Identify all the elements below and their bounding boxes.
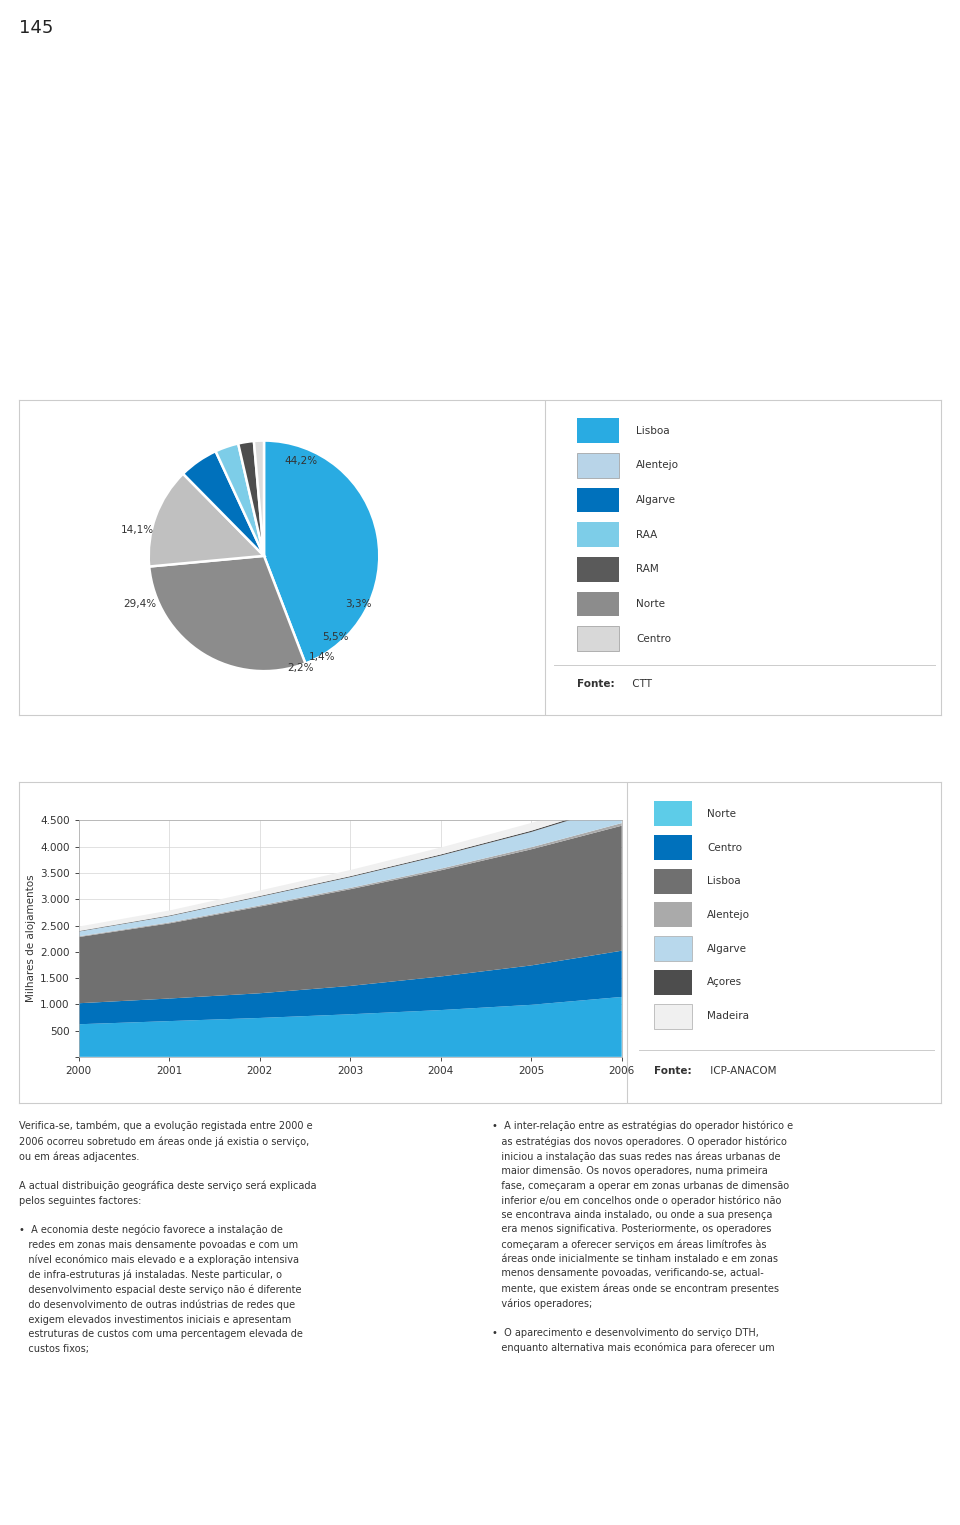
Text: Lisboa: Lisboa: [636, 425, 670, 436]
Text: 14,1%: 14,1%: [121, 526, 154, 535]
Bar: [654, 903, 692, 927]
Wedge shape: [149, 474, 264, 566]
Text: Norte: Norte: [708, 808, 736, 819]
Text: Alentejo: Alentejo: [636, 461, 680, 470]
Wedge shape: [264, 441, 379, 663]
Bar: [654, 1003, 692, 1028]
Wedge shape: [149, 555, 305, 671]
Bar: [654, 801, 692, 827]
Text: Açores: Açores: [708, 978, 742, 987]
Text: 3,3%: 3,3%: [346, 599, 372, 610]
Text: Fonte:: Fonte:: [577, 679, 614, 689]
Text: Algarve: Algarve: [636, 496, 676, 505]
Bar: [654, 970, 692, 994]
Text: •  A inter-relação entre as estratégias do operador histórico e
   as estratégia: • A inter-relação entre as estratégias d…: [492, 1121, 793, 1353]
Text: 1,4%: 1,4%: [308, 653, 335, 662]
Wedge shape: [253, 441, 264, 555]
Bar: [577, 418, 619, 444]
Text: Norte: Norte: [636, 599, 665, 608]
Text: 2,2%: 2,2%: [288, 663, 314, 673]
Y-axis label: Milhares de alojamentos: Milhares de alojamentos: [26, 875, 36, 1002]
Text: RAM: RAM: [636, 564, 659, 575]
Wedge shape: [216, 444, 264, 555]
Bar: [577, 592, 619, 616]
Bar: [577, 453, 619, 477]
Text: CTT: CTT: [629, 679, 652, 689]
Text: Gráfico 6.4: Gráfico 6.4: [26, 764, 90, 773]
Text: 29,4%: 29,4%: [123, 599, 156, 610]
Text: Madeira: Madeira: [708, 1011, 749, 1022]
Text: Lisboa: Lisboa: [708, 877, 741, 886]
Wedge shape: [183, 451, 264, 555]
Text: Algarve: Algarve: [708, 944, 747, 953]
Text: RAA: RAA: [636, 529, 658, 540]
Bar: [654, 869, 692, 894]
Bar: [654, 836, 692, 860]
Text: Evolução do somatório de alojamentos cablados por cada um dos operadores: Evolução do somatório de alojamentos cab…: [83, 764, 492, 773]
Bar: [577, 627, 619, 651]
Text: Alentejo: Alentejo: [708, 910, 750, 920]
Text: Centro: Centro: [708, 842, 742, 852]
Text: Distribuição do somatório de alojamentos cablados por cada um dos operadores por: Distribuição do somatório de alojamentos…: [83, 381, 605, 390]
Text: 145: 145: [19, 18, 54, 37]
Text: Fonte:: Fonte:: [654, 1066, 691, 1077]
Text: 5,5%: 5,5%: [323, 631, 348, 642]
Text: Gráfico 6.3: Gráfico 6.3: [26, 381, 90, 390]
Text: Verifica-se, também, que a evolução registada entre 2000 e
2006 ocorreu sobretud: Verifica-se, também, que a evolução regi…: [19, 1121, 317, 1354]
Bar: [577, 488, 619, 512]
Wedge shape: [238, 441, 264, 555]
Bar: [577, 523, 619, 547]
Text: Centro: Centro: [636, 633, 671, 644]
Bar: [577, 557, 619, 581]
Bar: [654, 936, 692, 961]
Text: 44,2%: 44,2%: [284, 456, 318, 467]
Text: ICP-ANACOM: ICP-ANACOM: [708, 1066, 777, 1077]
